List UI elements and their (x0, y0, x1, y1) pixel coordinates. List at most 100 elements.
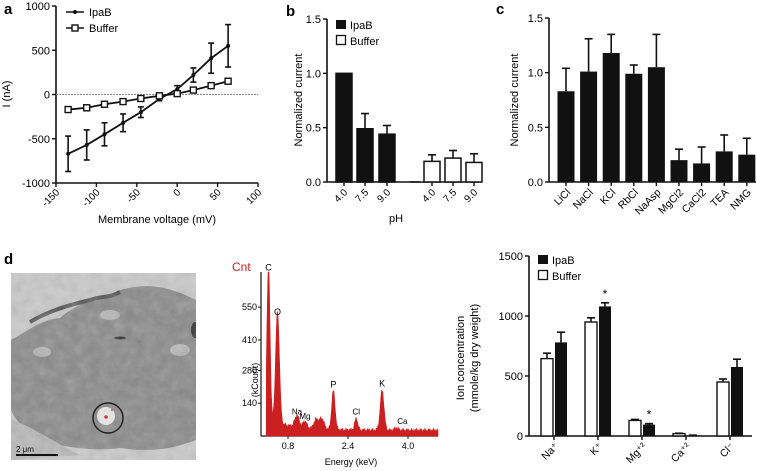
series-line (68, 80, 229, 111)
data-point (209, 56, 214, 61)
series-ipab (65, 23, 232, 173)
y-tick-label: 1000 (499, 311, 523, 323)
x-tick-label: TEA (708, 187, 731, 210)
bar-ipab (356, 128, 374, 183)
bar-ipab (378, 133, 396, 183)
x-tick-label: Ca⁺² (669, 440, 694, 465)
peak-label-mg: Mg (299, 412, 310, 421)
bar-buffer (628, 419, 642, 437)
bar-ipab (599, 306, 611, 436)
x-tick-label: -100 (81, 187, 103, 209)
bar (580, 71, 598, 182)
y-tick-label: 1000 (26, 1, 50, 13)
legend-label-buffer: Buffer (552, 271, 581, 283)
scale-bar-label: 2 μm (16, 445, 34, 454)
y-tick-label: 1.0 (528, 68, 543, 80)
data-point (83, 104, 91, 112)
y-tick-label: 1.5 (306, 14, 321, 26)
bar-ipab (731, 367, 743, 436)
data-point (64, 105, 72, 114)
bar (738, 154, 756, 182)
legend-marker-buffer (71, 24, 79, 32)
data-point (191, 73, 196, 78)
micrograph: 2 μm (11, 273, 196, 460)
legend-label-ipab: IpaB (89, 7, 112, 19)
panel-a-xlabel: Membrane voltage (mV) (98, 214, 216, 226)
bar (625, 73, 643, 182)
panel-c-ylabel: Normalized current (509, 54, 521, 147)
panel-label-b: b (286, 3, 295, 20)
y-tick-label: 500 (32, 45, 50, 57)
y-tick-label: 500 (505, 371, 523, 383)
peak-label-cl: Cl (352, 407, 360, 416)
legend-label-buffer: Buffer (350, 36, 379, 48)
x-tick-label: 9.0 (376, 187, 394, 205)
data-point (189, 86, 198, 94)
peak-label-na: Na (292, 407, 303, 416)
panel-label-d: d (4, 251, 13, 268)
y-tick-label: 0 (517, 431, 523, 443)
x-tick-label: NMG (728, 187, 754, 213)
y-tick-label: 0.0 (306, 177, 321, 189)
significance-mark: * (603, 287, 608, 301)
panel-a-ylabel: I (nA) (1, 81, 13, 108)
panel-b-legend: IpaB Buffer (335, 20, 379, 48)
bar-buffer (716, 381, 730, 437)
analysis-point (110, 408, 114, 412)
x-tick-label: 4.0 (402, 441, 415, 451)
data-point (207, 81, 215, 90)
bar-buffer (423, 160, 441, 183)
y-tick-label: 550 (242, 302, 257, 312)
panel-d-ion-concentration: Ion concentration (mmole/kg dry weight) … (455, 251, 752, 466)
bar-buffer (584, 321, 598, 437)
panel-b-xlabel: pH (389, 213, 403, 225)
x-tick-label: NaCl (571, 187, 596, 212)
data-point (138, 110, 143, 115)
bar (602, 52, 620, 183)
legend-label-buffer: Buffer (89, 23, 118, 35)
panel-b-ph-bars: Normalized current pH IpaB Buffer 0.0 0.5… (293, 14, 483, 225)
x-tick-label: MgCl2 (656, 187, 686, 217)
ions-legend: IpaB Buffer (537, 255, 581, 283)
x-tick-label: K⁺ (588, 440, 606, 458)
peak-label-ca: Ca (397, 417, 408, 426)
peak-label-k: K (379, 378, 385, 388)
legend-swatch-buffer (335, 34, 347, 46)
x-tick-label: -50 (125, 187, 143, 205)
panel-d-eds-spectrum: Cnt (kCount) Energy (keV) 140 280 410 550 0.… (232, 260, 439, 467)
y-tick-label: 0.0 (528, 177, 543, 189)
spectrum-area (265, 271, 439, 437)
y-tick-label: -1000 (22, 178, 50, 190)
legend-swatch-ipab (336, 20, 346, 29)
ions-ylabel-line1: Ion concentration (455, 316, 467, 400)
x-tick-label: 0 (172, 187, 184, 199)
bar (647, 67, 665, 182)
y-tick-label: 410 (242, 335, 257, 345)
panel-b-ylabel: Normalized current (293, 54, 305, 147)
x-tick-label: 100 (245, 187, 265, 207)
peak-label-p: P (330, 379, 336, 389)
y-tick-label: 1500 (499, 251, 523, 263)
legend-swatch-ipab (538, 255, 548, 264)
data-point (66, 151, 71, 156)
bar (693, 163, 711, 182)
x-tick-label: 50 (208, 187, 224, 203)
data-point (224, 77, 232, 85)
peak-label-c: C (265, 262, 272, 272)
x-tick-label: KCl (598, 187, 618, 207)
analysis-circle (92, 402, 124, 434)
x-tick-label: NaAsp (633, 187, 664, 218)
x-tick-label: Mg⁺² (624, 440, 650, 466)
spectrum-ylabel: (kCount) (250, 363, 260, 398)
legend-label-ipab: IpaB (552, 255, 575, 267)
data-point (155, 92, 164, 100)
bar (670, 160, 688, 182)
data-point (84, 142, 89, 147)
y-tick-label: 0.5 (528, 122, 543, 134)
bar-buffer (465, 161, 483, 183)
spectrum-title: Cnt (232, 260, 251, 274)
bar-buffer (540, 357, 554, 437)
data-point (100, 100, 109, 108)
y-tick-label: 1.5 (528, 13, 543, 25)
